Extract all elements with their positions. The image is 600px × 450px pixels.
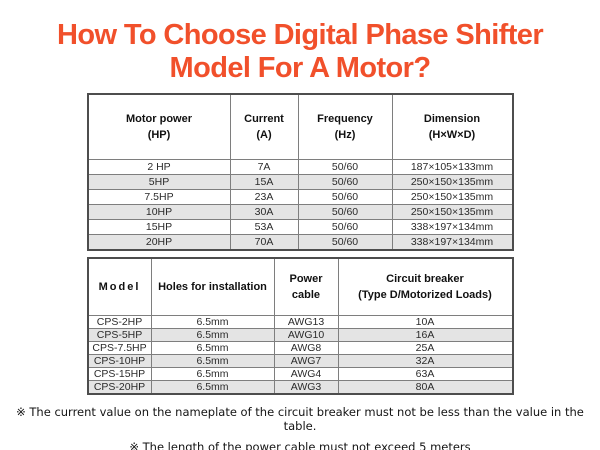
- model-selection-table-body: CPS-2HP 6.5mm AWG13 10A CPS-5HP 6.5mm AWG10 16A…: [87, 315, 513, 395]
- table-cell: 32A: [337, 354, 513, 368]
- motor-power-spec-table-body: 2 HP 7A 50/60 187×105×133mm 5HP 15A 50/60 250×1…: [87, 159, 513, 251]
- table-row: CPS-5HP 6.5mm AWG10 16A: [87, 328, 513, 342]
- model-selection-table: Model Holes for installation Power cable…: [86, 257, 514, 395]
- table-cell: 6.5mm: [150, 354, 275, 368]
- table-cell: CPS-7.5HP: [87, 341, 152, 355]
- table-cell: 20HP: [87, 234, 231, 251]
- table-cell: 53A: [229, 219, 299, 235]
- table-cell: 50/60: [297, 174, 393, 190]
- table-cell: 250×150×135mm: [391, 189, 513, 205]
- table-cell: 50/60: [297, 219, 393, 235]
- page-title: How To Choose Digital Phase Shifter Mode…: [10, 19, 590, 85]
- table-cell: 10HP: [87, 204, 231, 220]
- table-cell: 23A: [229, 189, 299, 205]
- column-header-motor-power: Motor power (HP): [87, 93, 231, 160]
- footnote-cable-length: ※ The length of the power cable must not…: [129, 440, 471, 450]
- table-cell: CPS-20HP: [87, 380, 152, 395]
- table-row: CPS-15HP 6.5mm AWG4 63A: [87, 367, 513, 381]
- table-cell: 338×197×134mm: [391, 234, 513, 251]
- table-cell: 6.5mm: [150, 380, 275, 395]
- footnote-circuit-breaker: ※ The current value on the nameplate of …: [16, 405, 584, 433]
- table-cell: 16A: [337, 328, 513, 342]
- table-cell: 6.5mm: [150, 328, 275, 342]
- table-cell: 250×150×135mm: [391, 204, 513, 220]
- table-cell: 5HP: [87, 174, 231, 190]
- table-header-row: Motor power (HP) Current (A) Frequency (…: [87, 93, 513, 160]
- table-row: CPS-20HP 6.5mm AWG3 80A: [87, 380, 513, 395]
- column-header-frequency: Frequency (Hz): [297, 93, 393, 160]
- table-cell: 30A: [229, 204, 299, 220]
- table-cell: 10A: [337, 315, 513, 329]
- table-row: CPS-7.5HP 6.5mm AWG8 25A: [87, 341, 513, 355]
- table-cell: 338×197×134mm: [391, 219, 513, 235]
- table-row: 15HP 53A 50/60 338×197×134mm: [87, 219, 513, 235]
- table-cell: AWG10: [273, 328, 339, 342]
- table-cell: 50/60: [297, 189, 393, 205]
- page-title-line-1: How To Choose Digital Phase Shifter: [56, 19, 544, 51]
- table-cell: 7A: [229, 159, 299, 175]
- table-cell: AWG4: [273, 367, 339, 381]
- table-cell: 250×150×135mm: [391, 174, 513, 190]
- table-row: CPS-2HP 6.5mm AWG13 10A: [87, 315, 513, 329]
- table-cell: 80A: [337, 380, 513, 395]
- table-cell: 6.5mm: [150, 315, 275, 329]
- table-cell: 15A: [229, 174, 299, 190]
- table-cell: CPS-10HP: [87, 354, 152, 368]
- table-cell: CPS-2HP: [87, 315, 152, 329]
- table-cell: 70A: [229, 234, 299, 251]
- table-row: 5HP 15A 50/60 250×150×135mm: [87, 174, 513, 190]
- table-cell: 50/60: [297, 159, 393, 175]
- table-cell: 2 HP: [87, 159, 231, 175]
- table-cell: 7.5HP: [87, 189, 231, 205]
- table-row: 20HP 70A 50/60 338×197×134mm: [87, 234, 513, 251]
- table-cell: AWG13: [273, 315, 339, 329]
- column-header-dimension: Dimension (H×W×D): [391, 93, 513, 160]
- table-cell: 187×105×133mm: [391, 159, 513, 175]
- column-header-power-cable: Power cable: [273, 257, 339, 316]
- table-cell: 63A: [337, 367, 513, 381]
- model-selection-table-header: Model Holes for installation Power cable…: [87, 257, 513, 316]
- table-cell: 25A: [337, 341, 513, 355]
- column-header-model: Model: [87, 257, 152, 316]
- table-cell: CPS-15HP: [87, 367, 152, 381]
- motor-power-spec-table-header: Motor power (HP) Current (A) Frequency (…: [87, 93, 513, 160]
- table-cell: AWG7: [273, 354, 339, 368]
- column-header-current: Current (A): [229, 93, 299, 160]
- table-cell: 15HP: [87, 219, 231, 235]
- table-row: 7.5HP 23A 50/60 250×150×135mm: [87, 189, 513, 205]
- table-cell: AWG8: [273, 341, 339, 355]
- table-cell: 50/60: [297, 204, 393, 220]
- table-cell: CPS-5HP: [87, 328, 152, 342]
- page-title-line-2: Model For A Motor?: [169, 52, 432, 84]
- table-row: 10HP 30A 50/60 250×150×135mm: [87, 204, 513, 220]
- table-row: CPS-10HP 6.5mm AWG7 32A: [87, 354, 513, 368]
- table-cell: 50/60: [297, 234, 393, 251]
- column-header-holes: Holes for installation: [150, 257, 275, 316]
- table-cell: 6.5mm: [150, 367, 275, 381]
- table-cell: 6.5mm: [150, 341, 275, 355]
- motor-power-spec-table: Motor power (HP) Current (A) Frequency (…: [86, 93, 514, 251]
- table-header-row: Model Holes for installation Power cable…: [87, 257, 513, 316]
- column-header-circuit-breaker: Circuit breaker (Type D/Motorized Loads): [337, 257, 513, 316]
- table-row: 2 HP 7A 50/60 187×105×133mm: [87, 159, 513, 175]
- table-cell: AWG3: [273, 380, 339, 395]
- footnotes: ※ The current value on the nameplate of …: [0, 405, 600, 450]
